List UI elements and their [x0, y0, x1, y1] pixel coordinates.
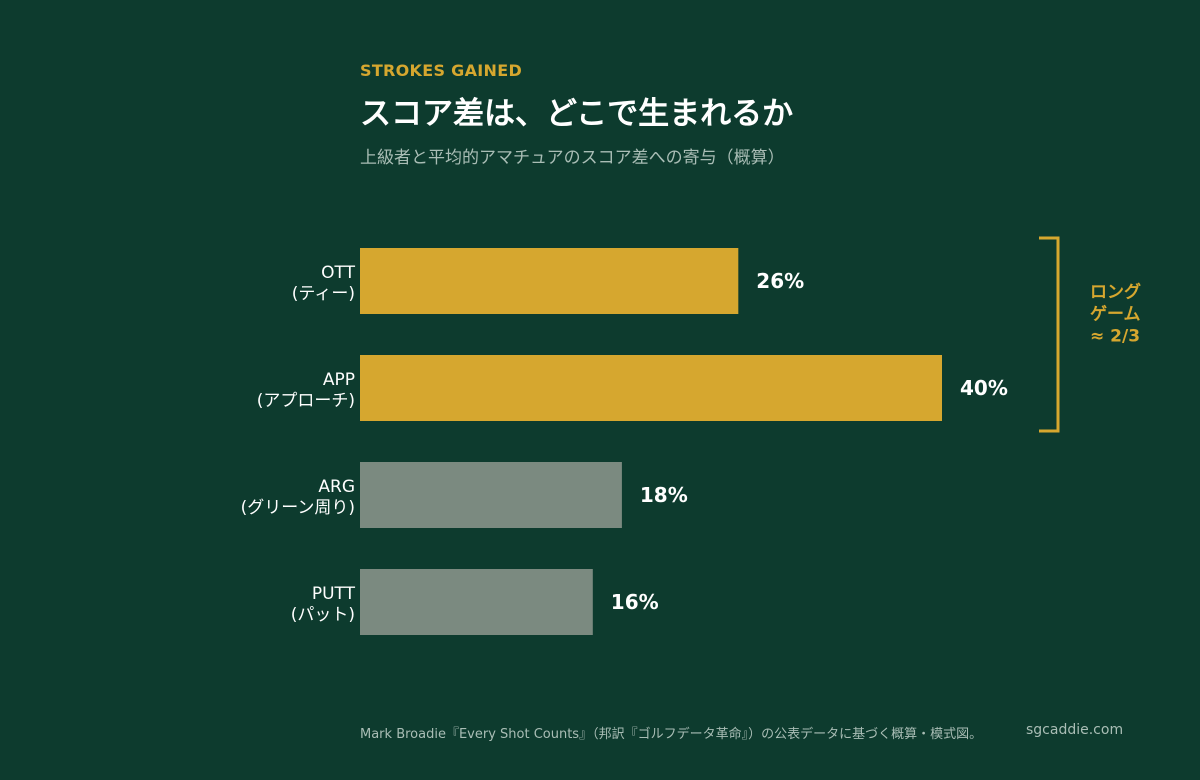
- bar-ott: [360, 248, 739, 314]
- long-game-annotation-line-3: ≈ 2/3: [1090, 327, 1140, 347]
- category-label-putt: PUTT: [312, 584, 356, 604]
- category-sublabel-ott: (ティー): [292, 284, 355, 304]
- chart-title: スコア差は、どこで生まれるか: [360, 96, 794, 132]
- category-sublabel-arg: (グリーン周り): [241, 498, 355, 518]
- data-label-arg: 18%: [640, 483, 688, 507]
- category-label-ott: OTT: [321, 263, 355, 283]
- data-label-ott: 26%: [756, 269, 804, 293]
- category-sublabel-app: (アプローチ): [257, 391, 355, 411]
- long-game-bracket: [1039, 236, 1060, 433]
- bar-putt: [360, 569, 593, 635]
- footer-source-note: Mark Broadie『Every Shot Counts』（邦訳『ゴルフデー…: [360, 727, 983, 742]
- footer-site-link[interactable]: sgcaddie.com: [1026, 722, 1124, 738]
- category-label-arg: ARG: [318, 477, 355, 497]
- category-sublabel-putt: (パット): [291, 605, 355, 625]
- long-game-annotation-line-1: ロング: [1090, 282, 1141, 303]
- bar-arg: [360, 462, 622, 528]
- chart-subtitle: 上級者と平均的アマチュアのスコア差への寄与（概算）: [360, 148, 785, 168]
- long-game-annotation-line-2: ゲーム: [1090, 304, 1141, 325]
- data-label-putt: 16%: [611, 590, 659, 614]
- category-label-app: APP: [323, 370, 355, 390]
- bar-chart: 26% OTT(ティー) 40% APP(アプローチ) 18% ARG(グリーン周り) 16…: [241, 236, 1141, 635]
- bar-app: [360, 355, 942, 421]
- data-label-app: 40%: [960, 376, 1008, 400]
- chart-eyebrow: STROKES GAINED: [360, 61, 523, 80]
